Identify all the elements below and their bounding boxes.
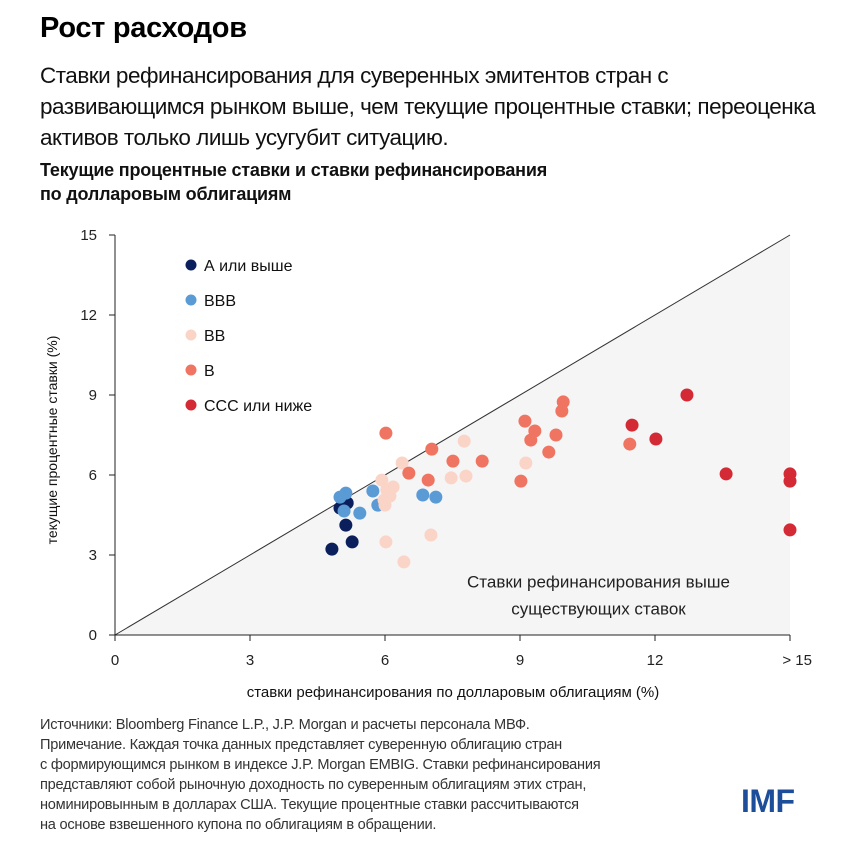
note-line: на основе взвешенного купона по облигаци… <box>40 817 437 833</box>
x-tick-label: 0 <box>111 652 119 669</box>
data-point <box>549 428 563 442</box>
legend-marker <box>185 259 197 271</box>
page-subtitle: Ставки рефинансирования для суверенных э… <box>40 63 816 150</box>
x-tick-label: > 15 <box>782 652 812 669</box>
data-point <box>518 414 532 428</box>
data-point <box>395 456 409 470</box>
data-point <box>623 437 637 451</box>
data-point <box>402 466 416 480</box>
legend-label: BB <box>204 328 225 345</box>
chart-title-line-2: по долларовым облигациям <box>40 184 292 204</box>
chart-title-line-1: Текущие процентные ставки и ставки рефин… <box>40 160 548 180</box>
x-tick-label: 3 <box>246 652 254 669</box>
y-tick-label: 3 <box>89 547 97 564</box>
note-line: номинировынным в долларах США. Текущие п… <box>40 797 579 813</box>
data-point <box>459 469 473 483</box>
source-notes: Источники: Bloomberg Finance L.P., J.P. … <box>40 715 740 835</box>
data-point <box>379 535 393 549</box>
reference-45-line <box>114 234 791 636</box>
legend-label: BBB <box>204 293 236 310</box>
x-axis-label: ставки рефинансирования по долларовым об… <box>247 684 660 701</box>
data-point <box>649 432 663 446</box>
note-line: представляют собой рыночную доходность п… <box>40 777 587 793</box>
data-point <box>519 456 533 470</box>
data-point <box>457 434 471 448</box>
page-title: Рост расходов <box>40 12 247 44</box>
data-point <box>475 454 489 468</box>
legend-marker <box>185 364 197 376</box>
data-point <box>783 523 797 537</box>
data-point <box>444 471 458 485</box>
data-point <box>446 454 460 468</box>
data-point <box>366 484 380 498</box>
note-line: Примечание. Каждая точка данных представ… <box>40 737 562 753</box>
data-point <box>429 490 443 504</box>
data-point <box>379 426 393 440</box>
data-point <box>353 506 367 520</box>
data-point <box>719 467 733 481</box>
data-point <box>383 489 397 503</box>
data-point <box>416 488 430 502</box>
data-point <box>542 445 556 459</box>
legend-marker <box>185 399 197 411</box>
legend-label: CCC или ниже <box>204 398 312 415</box>
data-point <box>325 542 339 556</box>
y-tick-label: 0 <box>89 627 97 644</box>
x-axis-ticks: 0 3 6 9 12 > 15 <box>111 635 812 669</box>
note-line: с формирующимся рынком в индексе J.P. Mo… <box>40 757 601 773</box>
data-point <box>783 474 797 488</box>
data-point <box>421 473 435 487</box>
legend-label: А или выше <box>204 258 293 275</box>
data-point <box>345 535 359 549</box>
data-point <box>339 518 353 532</box>
legend-label: B <box>204 363 215 380</box>
data-point <box>528 424 542 438</box>
legend-marker <box>185 329 197 341</box>
chart-title: Текущие процентные ставки и ставки рефин… <box>40 158 800 206</box>
y-tick-label: 12 <box>80 307 97 324</box>
data-points <box>325 388 797 569</box>
x-tick-label: 6 <box>381 652 389 669</box>
note-line: Источники: Bloomberg Finance L.P., J.P. … <box>40 717 530 733</box>
data-point <box>337 504 351 518</box>
y-axis-ticks: 0 3 6 9 12 15 <box>80 227 115 644</box>
y-axis-label: текущие процентные ставки (%) <box>44 336 60 545</box>
y-tick-label: 6 <box>89 467 97 484</box>
data-point <box>556 395 570 409</box>
imf-logo: IMF <box>741 783 795 819</box>
x-tick-label: 12 <box>647 652 664 669</box>
legend-marker <box>185 294 197 306</box>
data-point <box>339 486 353 500</box>
y-tick-label: 9 <box>89 387 97 404</box>
data-point <box>514 474 528 488</box>
x-tick-label: 9 <box>516 652 524 669</box>
data-point <box>375 473 389 487</box>
data-point <box>397 555 411 569</box>
annotation-line-1: Ставки рефинансирования выше <box>467 572 730 591</box>
data-point <box>680 388 694 402</box>
annotation-line-2: существующих ставок <box>511 599 686 618</box>
data-point <box>424 528 438 542</box>
data-point <box>625 418 639 432</box>
data-point <box>425 442 439 456</box>
y-tick-label: 15 <box>80 227 97 244</box>
